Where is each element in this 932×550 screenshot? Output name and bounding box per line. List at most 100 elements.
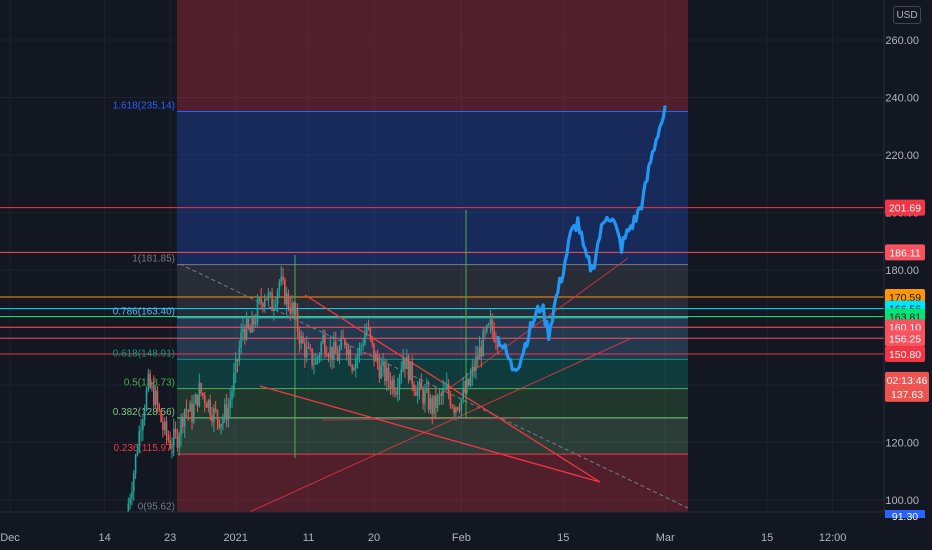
candle-body — [189, 403, 191, 412]
price-tick-label: 100.00 — [885, 495, 919, 507]
candle-body — [251, 316, 253, 333]
candle-body — [342, 337, 344, 340]
candle-body — [318, 354, 321, 358]
candle-body — [274, 303, 277, 308]
trendline-channel-top[interactable] — [439, 257, 629, 396]
candle-body — [471, 366, 474, 377]
candle-body — [131, 491, 133, 499]
candle-body — [453, 407, 455, 413]
candle-body — [480, 347, 483, 357]
candle-body — [325, 353, 328, 357]
candle-body — [132, 473, 135, 492]
candle-body — [284, 279, 286, 304]
candle-body — [442, 389, 444, 396]
horizontal-levels[interactable] — [0, 207, 884, 355]
fib-zone-extension — [177, 0, 688, 112]
currency-button[interactable]: USD — [893, 6, 921, 24]
candle-body — [324, 335, 326, 354]
wedge-inner-line[interactable] — [321, 417, 521, 421]
candle-body — [264, 298, 266, 307]
candle-body — [495, 341, 497, 343]
candle-body — [436, 395, 439, 408]
candle-body — [289, 307, 292, 314]
level-badge: 156.25 — [889, 333, 921, 345]
candle-body — [331, 346, 333, 360]
time-tick-label: 11 — [303, 532, 314, 544]
candle-body — [378, 363, 381, 379]
candle-body — [222, 418, 224, 425]
candle-body — [213, 408, 215, 422]
candle-body — [367, 327, 370, 329]
candle-body — [231, 391, 233, 400]
price-axis[interactable]: 100.00120.00140.00160.00180.00200.00220.… — [885, 35, 919, 507]
candle-body — [444, 388, 446, 390]
candle-body — [253, 316, 255, 325]
fib-level-label: 0.382(128.56) — [113, 407, 175, 418]
candle-body — [382, 362, 384, 367]
candle-body — [391, 380, 393, 389]
candle-body — [371, 336, 373, 344]
time-tick-label: 15 — [557, 532, 569, 544]
candle-body — [298, 331, 301, 344]
time-axis[interactable]: Dec 14 23 2021 11 20 Feb 15 Mar 15 12:00 — [0, 532, 846, 544]
price-tick-label: 240.00 — [885, 93, 919, 105]
candle-body — [431, 398, 434, 414]
candle-body — [376, 354, 379, 364]
time-tick-label: Mar — [656, 532, 675, 544]
candle-body — [416, 389, 419, 396]
candle-body — [340, 337, 343, 349]
candle-body — [402, 358, 404, 370]
candle-body — [138, 431, 141, 452]
trendline-lower-support[interactable] — [231, 337, 633, 521]
price-axis-background — [884, 0, 932, 550]
candle-body — [218, 419, 221, 428]
candle-body — [475, 356, 477, 372]
candle-body — [233, 373, 235, 392]
candle-body — [187, 410, 190, 412]
candle-body — [249, 327, 252, 333]
candle-body — [134, 454, 137, 474]
candle-body — [322, 335, 324, 344]
level-badge-bg — [885, 244, 925, 261]
candle-body — [169, 440, 171, 449]
candle-body — [145, 389, 148, 410]
level-badge: 201.69 — [889, 203, 921, 215]
candle-body — [269, 292, 272, 294]
countdown-label: 02:13:46 — [887, 375, 928, 387]
candle-body — [227, 408, 230, 420]
candle-body — [142, 419, 144, 430]
fib-zone — [177, 454, 688, 513]
candle-body — [435, 395, 437, 408]
candle-body — [202, 393, 204, 396]
projection-line — [496, 105, 667, 372]
time-tick-label: 12:00 — [819, 532, 847, 544]
candle-body — [313, 364, 315, 366]
level-badge-bg — [885, 345, 925, 362]
candle-body — [456, 407, 459, 410]
fib-level-label: 0(95.62) — [138, 502, 175, 513]
candle-body — [198, 383, 201, 407]
candle-body — [182, 416, 184, 427]
candle-body — [180, 416, 182, 437]
candle-body — [149, 373, 151, 388]
price-tick-label: 180.00 — [885, 265, 919, 277]
candle-body — [358, 346, 361, 355]
candle-body — [136, 451, 139, 455]
candle-body — [467, 379, 470, 386]
candle-body — [223, 404, 226, 419]
time-tick-label: 14 — [99, 532, 111, 544]
candle-body — [245, 319, 248, 340]
price-tick-label: 120.00 — [885, 438, 919, 450]
candle-body — [369, 328, 372, 337]
candle-body — [247, 319, 250, 328]
candle-body — [473, 366, 475, 372]
candle-body — [316, 357, 319, 360]
candle-body — [196, 394, 199, 407]
candle-body — [344, 339, 346, 345]
candle-body — [458, 409, 461, 411]
candle-body — [176, 432, 179, 448]
candle-body — [496, 342, 499, 348]
candle-body — [491, 319, 494, 331]
candle-body — [236, 359, 239, 362]
